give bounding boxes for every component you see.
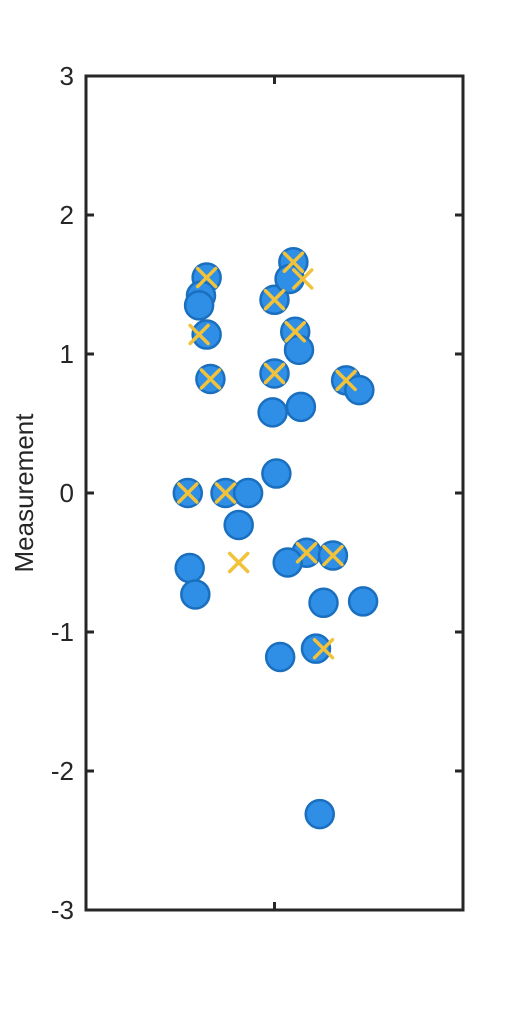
cross-marker [295, 542, 318, 564]
y-tick-label: 1 [60, 339, 74, 369]
cross-marker [282, 251, 305, 274]
data-point [232, 477, 264, 509]
data-markers [172, 247, 379, 830]
cross-marker [292, 268, 314, 290]
data-point [347, 586, 379, 617]
data-point [285, 391, 317, 423]
data-point [174, 552, 205, 584]
data-point [304, 798, 335, 830]
cross-marker [263, 362, 286, 385]
cross-marker [188, 323, 210, 346]
data-point [344, 374, 375, 406]
cross-marker [214, 482, 237, 504]
y-tick-label: -2 [51, 756, 74, 786]
data-point [223, 509, 254, 541]
y-axis-label: Measurement [9, 413, 39, 573]
cross-marker [227, 551, 250, 574]
cross-marker [322, 544, 344, 567]
data-point [257, 397, 288, 428]
y-tick-label: 3 [60, 61, 74, 91]
cross-marker [177, 482, 199, 504]
y-tick-label: -3 [51, 895, 74, 925]
data-point [180, 579, 211, 610]
data-point [264, 641, 296, 673]
cross-marker [335, 369, 357, 392]
cross-marker [195, 266, 218, 289]
data-point [261, 458, 292, 489]
plot-background [86, 76, 463, 910]
cross-marker [312, 637, 335, 660]
cross-marker [284, 321, 306, 343]
data-point [272, 547, 303, 578]
data-point [191, 319, 222, 350]
cross-marker [199, 368, 222, 390]
cross-marker [263, 289, 286, 311]
data-point [300, 633, 332, 664]
y-tick-label: -1 [51, 617, 74, 647]
y-tick-label: 0 [60, 478, 74, 508]
y-tick-label: 2 [60, 200, 74, 230]
data-point [183, 290, 215, 321]
data-point [308, 587, 339, 619]
